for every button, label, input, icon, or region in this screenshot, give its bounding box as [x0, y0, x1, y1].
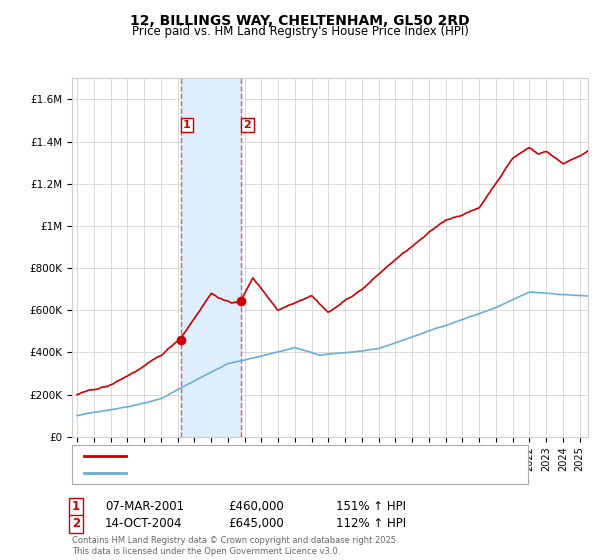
Bar — [181, 78, 241, 437]
Text: 07-MAR-2001: 07-MAR-2001 — [105, 500, 184, 514]
Text: 14-OCT-2004: 14-OCT-2004 — [105, 517, 182, 530]
Text: Contains HM Land Registry data © Crown copyright and database right 2025.
This d: Contains HM Land Registry data © Crown c… — [72, 536, 398, 556]
Text: HPI: Average price, detached house, Cheltenham: HPI: Average price, detached house, Chel… — [135, 468, 392, 478]
Text: 151% ↑ HPI: 151% ↑ HPI — [336, 500, 406, 514]
Text: 1: 1 — [72, 500, 80, 514]
Text: Price paid vs. HM Land Registry's House Price Index (HPI): Price paid vs. HM Land Registry's House … — [131, 25, 469, 38]
Text: 12, BILLINGS WAY, CHELTENHAM, GL50 2RD (detached house): 12, BILLINGS WAY, CHELTENHAM, GL50 2RD (… — [135, 451, 458, 461]
Text: 112% ↑ HPI: 112% ↑ HPI — [336, 517, 406, 530]
Text: £460,000: £460,000 — [228, 500, 284, 514]
Text: 1: 1 — [183, 120, 191, 130]
Text: 12, BILLINGS WAY, CHELTENHAM, GL50 2RD: 12, BILLINGS WAY, CHELTENHAM, GL50 2RD — [130, 14, 470, 28]
Text: 2: 2 — [244, 120, 251, 130]
Text: £645,000: £645,000 — [228, 517, 284, 530]
Text: 2: 2 — [72, 517, 80, 530]
